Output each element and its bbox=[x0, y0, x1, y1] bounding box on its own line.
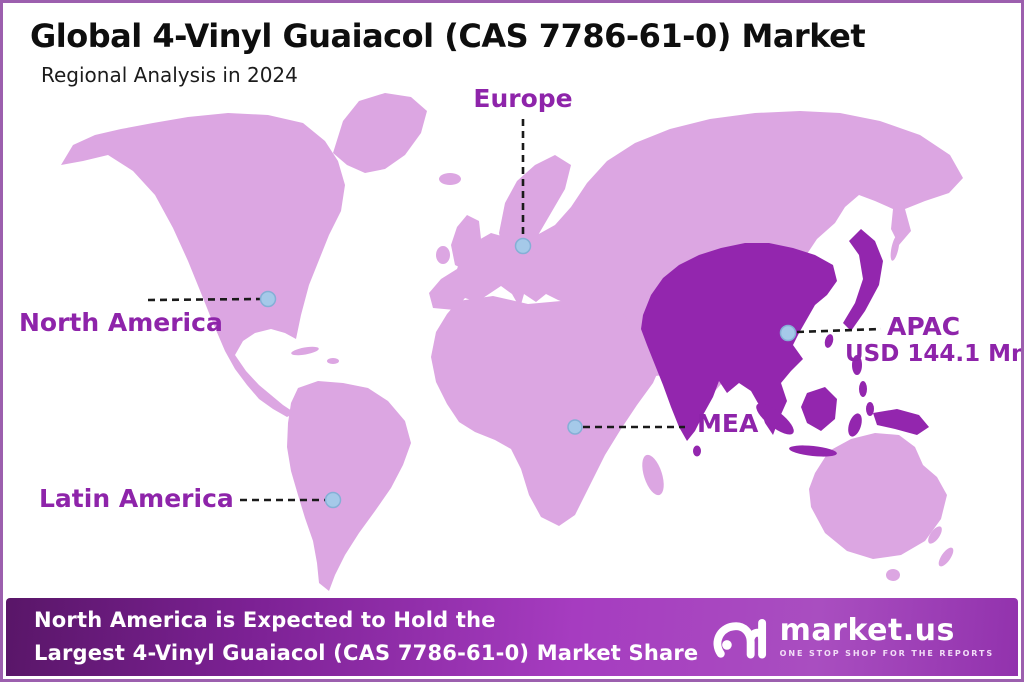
map-sri-lanka bbox=[693, 445, 701, 457]
marketus-logo-icon bbox=[713, 618, 766, 659]
map-australia bbox=[809, 433, 947, 559]
map-greenland bbox=[333, 93, 427, 173]
map-philippines-1 bbox=[852, 355, 862, 375]
map-uk bbox=[451, 215, 481, 269]
logo-tagline: ONE STOP SHOP FOR THE REPORTS bbox=[779, 649, 994, 658]
map-sulawesi bbox=[848, 413, 862, 437]
marker-dot-europe bbox=[514, 237, 532, 255]
map-ireland bbox=[436, 246, 450, 264]
banner-text: North America is Expected to Hold the La… bbox=[34, 604, 698, 669]
leader-line-north-america bbox=[147, 297, 261, 302]
map-scandinavia bbox=[499, 155, 571, 267]
marker-dot-apac bbox=[779, 324, 797, 342]
map-new-zealand-north bbox=[928, 526, 942, 544]
marker-dot-north-america bbox=[259, 290, 277, 308]
map-philippines-3 bbox=[866, 402, 874, 416]
map-new-guinea bbox=[873, 409, 929, 435]
map-south-america bbox=[287, 381, 411, 591]
map-africa bbox=[431, 296, 661, 526]
region-label-europe: Europe bbox=[473, 84, 573, 113]
leader-line-apac bbox=[796, 327, 882, 334]
region-value-apac: USD 144.1 Mn bbox=[845, 341, 1024, 367]
region-label-north-america: North America bbox=[19, 308, 223, 337]
logo-text: market.us ONE STOP SHOP FOR THE REPORTS bbox=[779, 613, 994, 659]
map-new-zealand-south bbox=[938, 547, 954, 567]
world-map bbox=[61, 93, 963, 591]
map-borneo bbox=[801, 387, 837, 431]
marketus-logo: market.us ONE STOP SHOP FOR THE REPORTS bbox=[712, 611, 994, 663]
map-philippines-2 bbox=[859, 381, 867, 397]
banner-line2: Largest 4-Vinyl Guaiacol (CAS 7786-61-0)… bbox=[34, 641, 699, 665]
page-title: Global 4-Vinyl Guaiacol (CAS 7786-61-0) … bbox=[30, 17, 866, 55]
marker-dot-mea bbox=[567, 419, 583, 435]
map-hispaniola bbox=[327, 358, 339, 364]
map-sakhalin bbox=[890, 235, 900, 261]
region-label-apac: APAC bbox=[887, 312, 961, 341]
map-sumatra bbox=[756, 403, 794, 435]
bottom-banner: North America is Expected to Hold the La… bbox=[6, 598, 1018, 676]
map-java bbox=[789, 445, 837, 457]
map-cuba bbox=[291, 346, 319, 356]
map-tasmania bbox=[886, 569, 900, 581]
marker-dot-latin-america bbox=[324, 491, 342, 509]
banner-line1: North America is Expected to Hold the bbox=[34, 608, 496, 633]
map-taiwan bbox=[824, 334, 834, 348]
region-label-mea: MEA bbox=[697, 409, 759, 438]
map-iceland bbox=[439, 173, 461, 185]
logo-wordmark: market.us bbox=[779, 613, 955, 648]
region-label-latin-america: Latin America bbox=[39, 484, 234, 513]
map-japan bbox=[843, 229, 883, 331]
map-apac-highlight bbox=[641, 243, 837, 441]
map-north-america bbox=[61, 113, 345, 417]
page-subtitle: Regional Analysis in 2024 bbox=[41, 63, 298, 87]
map-madagascar bbox=[642, 454, 664, 496]
